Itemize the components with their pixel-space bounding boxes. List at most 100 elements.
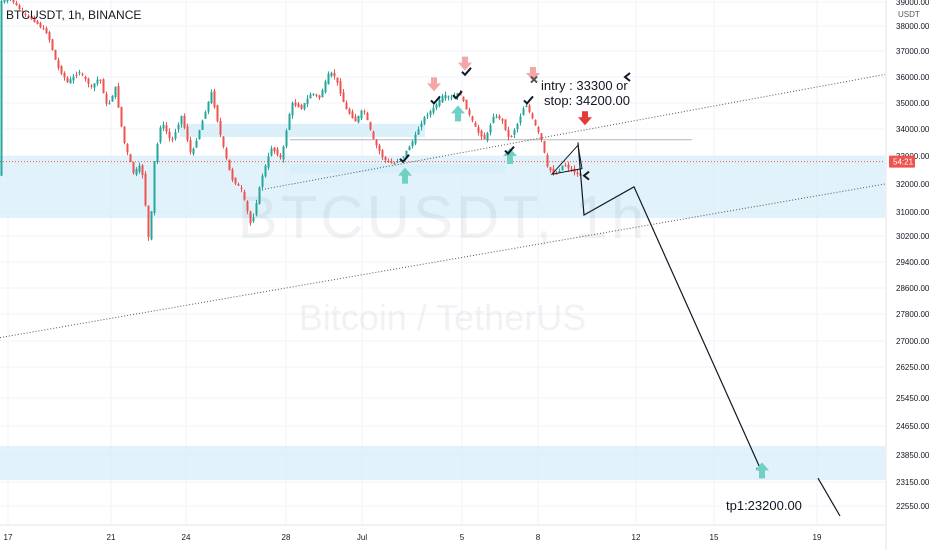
time-tick-label: 19 [813, 533, 822, 542]
candle-body [357, 115, 360, 123]
candle-body [183, 115, 186, 128]
candle-body [519, 116, 522, 123]
candle-body [129, 154, 132, 163]
candle-body [231, 169, 234, 180]
candle-body [408, 146, 411, 151]
candle-body [384, 156, 387, 160]
candle-body [210, 92, 213, 104]
candle-body [426, 115, 429, 117]
projection-path-2 [817, 477, 841, 517]
candle-body [291, 102, 294, 116]
candle-body [147, 205, 150, 237]
candle-body [330, 72, 333, 77]
horizontal-levels [0, 139, 885, 163]
candle-body [57, 60, 60, 69]
price-tick-label: 27800.00 [896, 310, 930, 319]
time-tick-label: 8 [536, 533, 541, 542]
price-tick-label: 25450.00 [896, 394, 930, 403]
candle-body [255, 202, 258, 215]
candle-body [366, 113, 369, 120]
price-tick-label: 36000.00 [896, 73, 930, 82]
price-tick-label: 32000.00 [896, 180, 930, 189]
candle-body [270, 148, 273, 156]
candle-body [522, 108, 525, 116]
candle-body [318, 95, 321, 98]
candle-body [111, 95, 114, 102]
candle-body [492, 116, 495, 123]
candle-body [177, 124, 180, 130]
candle-body [468, 109, 471, 115]
candle-body [120, 106, 123, 127]
candle-body [207, 101, 210, 112]
candle-body [552, 168, 555, 175]
candle-body [123, 126, 126, 144]
check-icon [461, 67, 472, 77]
candle-body [546, 155, 549, 167]
candle-body [126, 144, 129, 153]
time-tick-label: 5 [460, 533, 465, 542]
candle-body [75, 75, 78, 77]
candle-body [195, 140, 198, 148]
candle-body [66, 77, 69, 83]
candle-body [279, 155, 282, 158]
candle-body [252, 217, 255, 222]
time-tick-label: 17 [4, 533, 13, 542]
candle-body [204, 112, 207, 119]
candle-body [24, 13, 27, 15]
candle-body [438, 99, 441, 106]
trendlines [0, 73, 886, 339]
candle-body [447, 96, 450, 98]
price-tick-label: 30200.00 [896, 232, 930, 241]
candle-body [345, 102, 348, 110]
time-tick-label: 15 [710, 533, 719, 542]
price-tick-label: 26250.00 [896, 363, 930, 372]
symbol-label: BTCUSDT, 1h, BINANCE [6, 8, 142, 22]
candle-body [306, 98, 309, 105]
time-tick-label: 21 [107, 533, 116, 542]
candle-body [90, 85, 93, 87]
price-tick-label: 22550.00 [896, 502, 930, 511]
target-annotation: tp1:23200.00 [726, 498, 802, 513]
buy-arrow-icon [755, 462, 769, 479]
candle-body [273, 147, 276, 152]
zone [0, 445, 885, 481]
candle-body [168, 131, 171, 139]
candle-body [150, 211, 153, 240]
candle-body [312, 93, 315, 95]
candle-body [369, 122, 372, 130]
triangle-pattern [550, 144, 583, 175]
price-tick-label: 34000.00 [896, 125, 930, 134]
price-tick-label: 38000.00 [896, 22, 930, 31]
candle-body [537, 127, 540, 133]
entry-annotation: intry : 33300 or [541, 78, 628, 93]
candle-body [105, 94, 108, 104]
price-tick-label: 23150.00 [896, 478, 930, 487]
candle-body [297, 103, 300, 108]
candle-body [444, 95, 447, 99]
candle-body [114, 86, 117, 97]
candle-body [48, 32, 51, 41]
candle-body [540, 133, 543, 140]
candle-body [504, 119, 507, 130]
price-tick-label: 39000.00 [896, 0, 930, 7]
candle-body [267, 156, 270, 168]
candle-body [474, 122, 477, 127]
watermark-name: Bitcoin / TetherUS [298, 297, 587, 338]
candle-body [402, 156, 405, 158]
candle-body [30, 16, 33, 20]
sell-arrow-icon [578, 111, 592, 126]
price-tick-label: 29400.00 [896, 258, 930, 267]
candle-body [327, 73, 330, 85]
candle-body [339, 81, 342, 94]
candle-body [264, 165, 267, 177]
candle-body [525, 105, 528, 108]
candle-body [375, 140, 378, 146]
sell-arrow-icon [526, 67, 540, 81]
trendline [261, 73, 886, 191]
candle-body [261, 175, 264, 187]
candle-body [6, 0, 9, 2]
candle-body [174, 132, 177, 139]
candle-body [180, 115, 183, 125]
candle-body [78, 72, 81, 74]
